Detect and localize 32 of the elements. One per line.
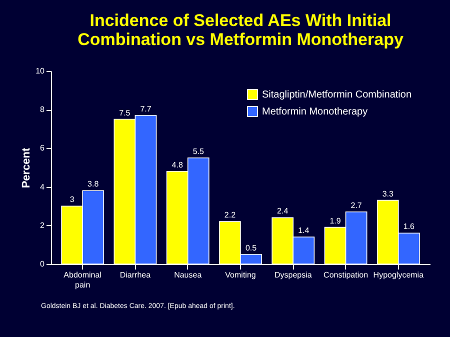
x-tick-label: Hypoglycemia	[373, 270, 424, 280]
x-tick-label: Dyspepsia	[274, 270, 312, 280]
data-label: 5.5	[192, 146, 204, 156]
y-tick-label: 10	[36, 66, 46, 76]
y-tick-label: 8	[40, 105, 46, 114]
data-label: 3.8	[88, 180, 100, 189]
x-tick-label: Nausea	[174, 270, 202, 280]
data-label: 7.5	[119, 108, 131, 118]
data-label: 4.8	[172, 160, 184, 170]
x-tick-label: Abdominal pain	[64, 270, 102, 290]
text: Incidence of Selected AEs With Initial	[90, 11, 392, 30]
data-label: 2.7	[350, 200, 362, 210]
data-label: 0.5	[245, 243, 258, 252]
data-label: 1.6	[403, 222, 416, 232]
data-label: 3.3	[382, 189, 394, 198]
data-label: 1.9	[330, 216, 342, 226]
y-axis-title: Percent	[20, 147, 33, 188]
y-tick-label: 0	[40, 260, 46, 268]
y-tick-label: 6	[40, 144, 46, 153]
legend-label: Metformin Monotherapy	[262, 106, 368, 118]
y-tick-label: 2	[40, 220, 46, 230]
x-tick-label: Vomiting	[225, 270, 256, 280]
x-tick-label: Constipation	[324, 270, 368, 280]
data-label: 1.4	[298, 226, 310, 235]
data-label: 3	[70, 195, 75, 204]
x-tick-label: Diarrhea	[120, 270, 152, 280]
legend-label: Sitagliptin/Metformin Combination	[262, 90, 412, 100]
data-label: 7.7	[140, 104, 152, 114]
data-label: 2.4	[277, 206, 289, 216]
data-label: 2.2	[224, 210, 236, 220]
text: Combination vs Metformin Monotherapy	[78, 30, 404, 49]
y-tick-label: 4	[40, 182, 46, 192]
